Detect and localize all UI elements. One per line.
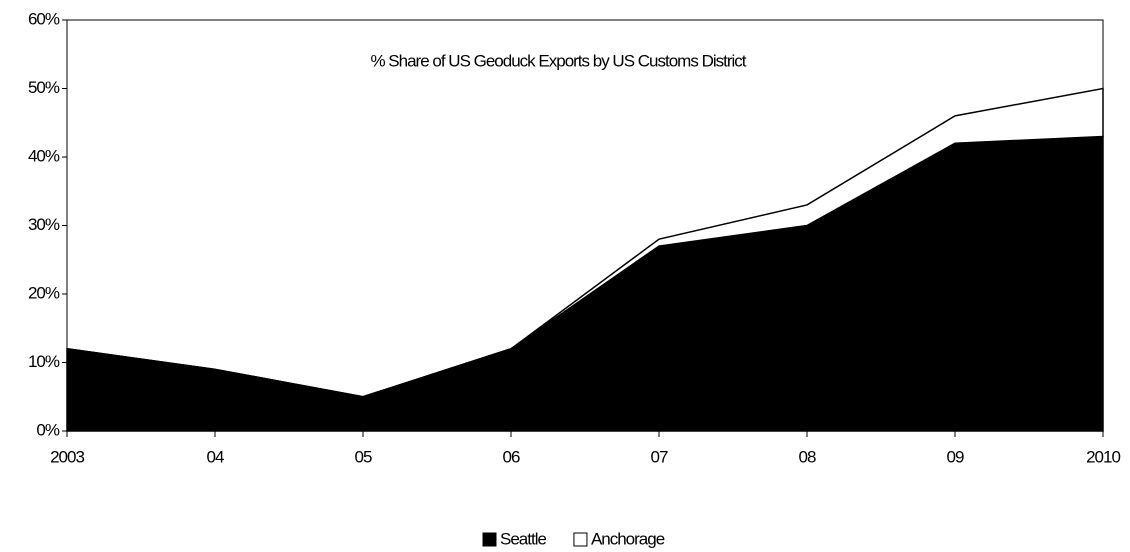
y-tick-label: 0% (36, 420, 59, 439)
x-tick-label: 05 (355, 447, 372, 466)
x-tick-label: 2003 (50, 447, 84, 466)
legend-swatch (482, 532, 497, 547)
y-tick-label: 20% (28, 283, 60, 302)
area (66, 135, 1104, 432)
x-tick-label: 06 (503, 447, 520, 466)
x-tick-label: 2010 (1086, 447, 1120, 466)
chart-title: % Share of US Geoduck Exports by US Cust… (370, 51, 746, 70)
y-tick-label: 10% (28, 352, 60, 371)
y-tick-label: 60% (28, 9, 60, 28)
x-tick-label: 09 (947, 447, 964, 466)
x-tick-label: 04 (207, 447, 224, 466)
legend-swatch (573, 532, 588, 547)
y-tick-label: 40% (28, 146, 60, 165)
legend-label: Anchorage (591, 529, 665, 548)
y-tick-label: 30% (28, 215, 60, 234)
x-tick-label: 08 (799, 447, 816, 466)
legend-label: Seattle (500, 529, 546, 548)
y-tick-label: 50% (28, 78, 60, 97)
x-tick-label: 07 (651, 447, 668, 466)
